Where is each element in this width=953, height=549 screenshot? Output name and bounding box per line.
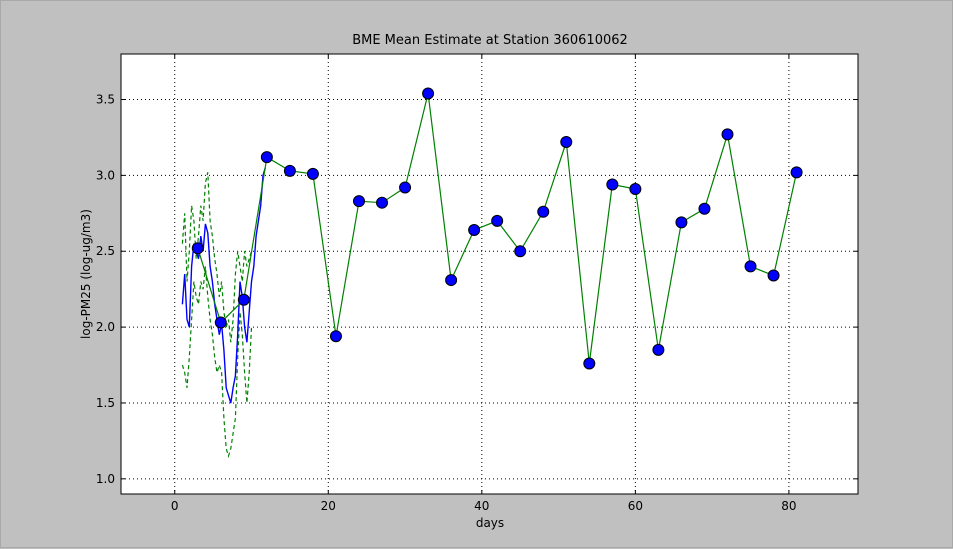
- data-point-marker: [306, 167, 319, 180]
- dashed-bound-line-2: [181, 266, 253, 459]
- x-tick-label: 20: [321, 499, 336, 513]
- data-point-marker: [675, 216, 688, 229]
- data-point-marker: [214, 316, 227, 329]
- y-tick-label: 2.0: [96, 320, 115, 334]
- x-tick-label: 40: [474, 499, 489, 513]
- data-point-marker: [583, 357, 596, 370]
- data-point-marker: [652, 343, 665, 356]
- data-point-marker: [399, 181, 412, 194]
- data-point-marker: [698, 202, 711, 215]
- data-point-marker: [606, 178, 619, 191]
- data-point-marker: [352, 195, 365, 208]
- axis-ticks: 0 20 40 60 80 1.0 1.5 2.0 2.5 3.0 3.5: [96, 54, 858, 513]
- dashed-bound-line-1: [181, 172, 253, 343]
- data-point-marker: [767, 269, 780, 282]
- chart-title: BME Mean Estimate at Station 360610062: [352, 33, 628, 48]
- x-axis-title: days: [476, 516, 504, 530]
- y-axis-title: log-PM25 (log-ug/m3): [79, 209, 93, 339]
- data-point-marker: [283, 164, 296, 177]
- data-point-marker: [491, 214, 504, 227]
- plot-area: [120, 53, 859, 495]
- x-tick-label: 60: [628, 499, 643, 513]
- data-point-marker: [721, 128, 734, 141]
- data-point-marker: [237, 293, 250, 306]
- data-point-marker: [260, 151, 273, 164]
- series-group: [181, 87, 803, 459]
- x-tick-label: 80: [781, 499, 796, 513]
- data-point-marker: [560, 136, 573, 148]
- data-point-marker: [422, 87, 435, 100]
- y-tick-label: 3.5: [96, 93, 115, 107]
- y-tick-label: 1.0: [96, 472, 115, 486]
- data-point-marker: [445, 274, 458, 287]
- y-tick-label: 3.0: [96, 168, 115, 182]
- y-tick-label: 1.5: [96, 396, 115, 410]
- data-point-marker: [744, 260, 757, 273]
- y-tick-label: 2.5: [96, 244, 115, 258]
- data-point-marker: [329, 330, 342, 343]
- x-tick-label: 0: [171, 499, 179, 513]
- data-point-marker: [514, 245, 527, 258]
- data-point-marker: [376, 196, 389, 209]
- data-point-marker: [629, 183, 642, 196]
- data-point-marker: [790, 166, 803, 179]
- grid: [121, 54, 858, 494]
- data-point-marker: [191, 242, 204, 255]
- data-point-marker: [537, 205, 550, 218]
- data-point-marker: [468, 224, 481, 236]
